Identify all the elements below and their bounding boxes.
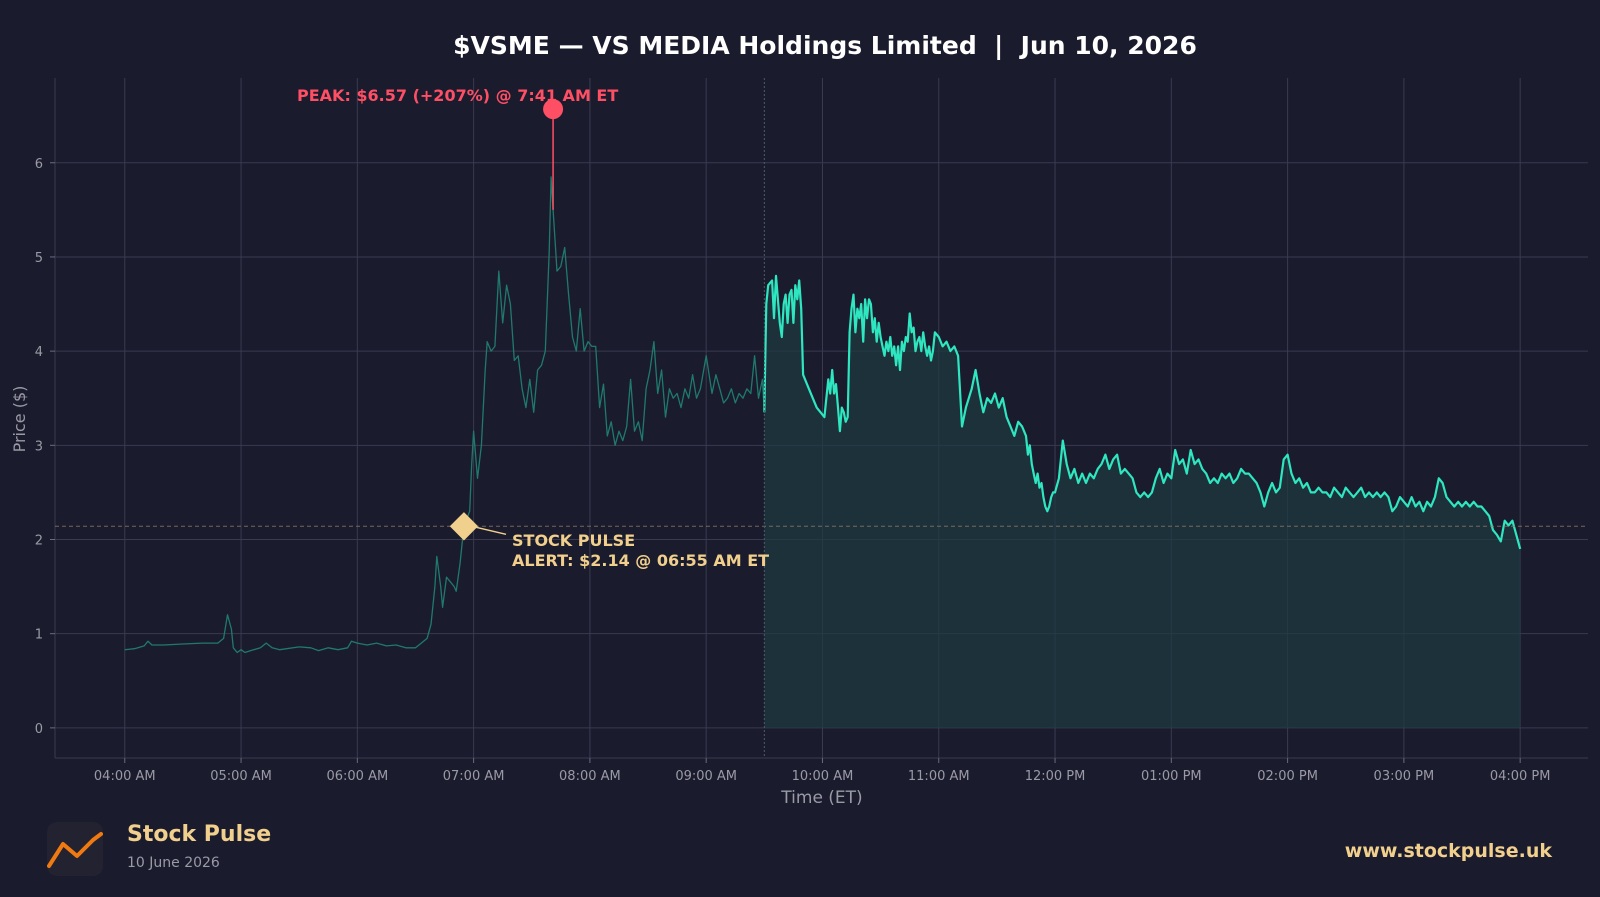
annotations: PEAK: $6.57 (+207%) @ 7:41 AM ET STOCK PU…	[55, 78, 1588, 758]
brand-name: Stock Pulse	[127, 822, 272, 847]
regular-session-area	[764, 275, 1521, 728]
peak-label: PEAK: $6.57 (+207%) @ 7:41 AM ET	[297, 86, 618, 105]
x-tick-label: 11:00 AM	[908, 769, 970, 784]
y-tick-label: 0	[35, 722, 43, 737]
x-tick-label: 08:00 AM	[559, 769, 621, 784]
alert-marker	[449, 512, 479, 541]
regular-session-line	[763, 274, 1522, 550]
alert-label-line1: STOCK PULSE	[512, 531, 635, 550]
x-axis-label: Time (ET)	[780, 788, 862, 808]
y-tick-label: 2	[35, 533, 43, 548]
x-tick-label: 10:00 AM	[792, 769, 854, 784]
trend-line-icon	[47, 832, 103, 868]
y-tick-label: 3	[35, 439, 43, 454]
x-tick-label: 04:00 AM	[94, 769, 156, 784]
x-tick-label: 04:00 PM	[1490, 769, 1551, 784]
x-tick-label: 09:00 AM	[675, 769, 737, 784]
website-link[interactable]: www.stockpulse.uk	[1344, 840, 1552, 862]
x-tick-label: 12:00 PM	[1025, 769, 1086, 784]
x-tick-label: 01:00 PM	[1141, 769, 1202, 784]
chart-title: $VSME — VS MEDIA Holdings Limited | Jun …	[453, 31, 1197, 60]
y-tick-label: 4	[35, 345, 43, 360]
brand-date: 10 June 2026	[127, 855, 220, 871]
y-tick-label: 1	[35, 628, 43, 643]
x-tick-label: 05:00 AM	[210, 769, 272, 784]
x-tick-label: 06:00 AM	[326, 769, 388, 784]
premarket-line	[124, 176, 765, 654]
peak-marker	[543, 99, 564, 120]
alert-label-line2: ALERT: $2.14 @ 06:55 AM ET	[512, 551, 769, 570]
price-series	[124, 176, 1522, 728]
x-tick-label: 03:00 PM	[1374, 769, 1435, 784]
y-tick-label: 5	[35, 251, 43, 266]
stock-pulse-logo	[47, 822, 103, 876]
x-tick-label: 02:00 PM	[1257, 769, 1318, 784]
x-tick-label: 07:00 AM	[443, 769, 505, 784]
alert-connector	[471, 525, 507, 536]
y-axis-label: Price ($)	[10, 386, 29, 453]
axes: 0 1 2 3 4 5 6 04:00 AM 05:00 AM 06:00 AM 07:00 AM 0…	[35, 78, 1588, 784]
y-tick-label: 6	[35, 157, 43, 172]
